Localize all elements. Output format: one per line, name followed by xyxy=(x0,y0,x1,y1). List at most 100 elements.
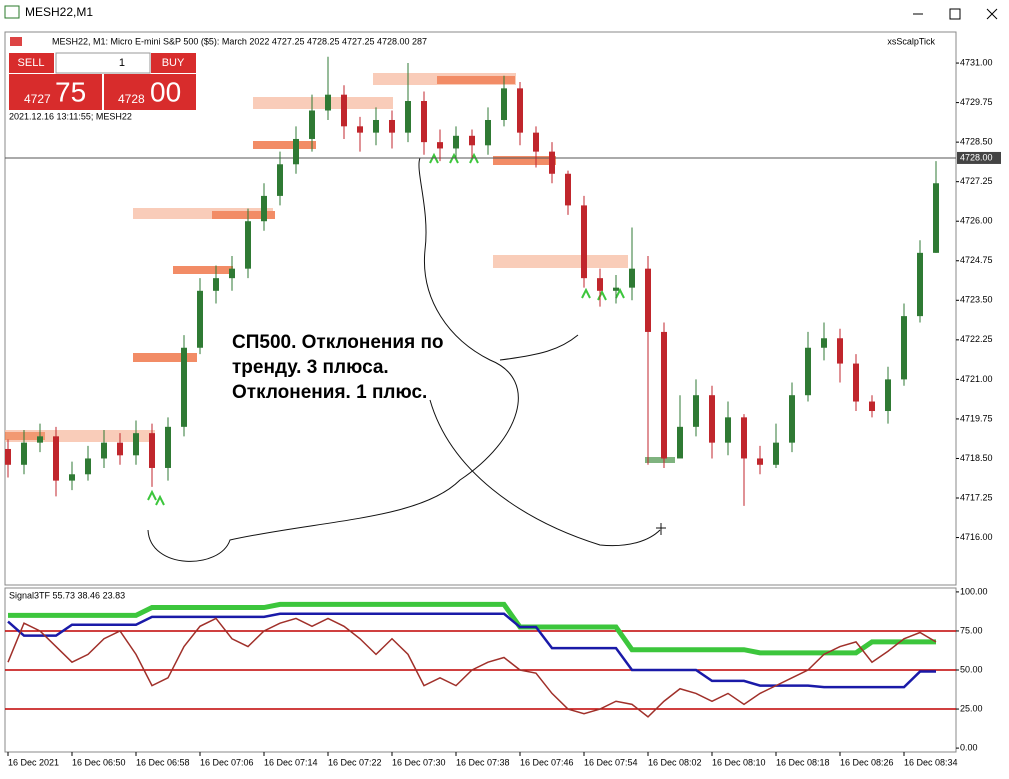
sell-label: SELL xyxy=(18,57,45,69)
x-tick-label: 16 Dec 07:38 xyxy=(456,757,510,767)
candle-body xyxy=(805,347,811,396)
indicator-chart: 100.00 75.00 50.00 25.00 0.00 16 Dec 2021 16 D… xyxy=(5,586,988,767)
candle-body xyxy=(117,442,123,456)
candle-body xyxy=(757,458,763,465)
x-tick-label: 16 Dec 08:34 xyxy=(904,757,958,767)
bid-main: 4727 xyxy=(24,92,51,106)
candle-body xyxy=(421,101,427,143)
candle-body xyxy=(165,426,171,468)
candle-body xyxy=(373,119,379,133)
y-tick-label: 4721.00 xyxy=(960,374,993,384)
x-tick-label: 16 Dec 07:06 xyxy=(200,757,254,767)
x-tick-label: 16 Dec 08:02 xyxy=(648,757,702,767)
annotation-line: тренду. 3 плюса. xyxy=(232,357,389,378)
x-tick-label: 16 Dec 2021 xyxy=(8,757,59,767)
y-tick-label: 75.00 xyxy=(960,625,983,635)
candle-body xyxy=(533,132,539,152)
candle-body xyxy=(53,436,59,481)
candle-body xyxy=(581,205,587,279)
candle-body xyxy=(613,287,619,291)
candle-body xyxy=(213,278,219,291)
y-tick-label: 4729.75 xyxy=(960,97,993,107)
y-tick-label: 4727.25 xyxy=(960,176,993,186)
x-tick-label: 16 Dec 08:10 xyxy=(712,757,766,767)
candle-body xyxy=(901,316,907,380)
candle-body xyxy=(485,119,491,146)
candle-body xyxy=(501,88,507,120)
volume-input[interactable] xyxy=(55,52,151,74)
x-tick-label: 16 Dec 07:46 xyxy=(520,757,574,767)
indicator-name: xsScalpTick xyxy=(887,36,935,46)
bid-box[interactable] xyxy=(9,74,102,110)
candle-body xyxy=(789,395,795,443)
window-title: MESH22,M1 xyxy=(25,5,93,19)
x-tick-label: 16 Dec 07:54 xyxy=(584,757,638,767)
candle-body xyxy=(869,401,875,412)
indicator-title: Signal3TF 55.73 38.46 23.83 xyxy=(9,590,125,600)
candle-body xyxy=(565,173,571,206)
x-tick-label: 16 Dec 08:26 xyxy=(840,757,894,767)
y-tick-label: 4716.00 xyxy=(960,532,993,542)
price-chart: 4731.00 4729.75 4728.50 4727.25 4726.00 4724.… xyxy=(5,56,1001,542)
current-price-box xyxy=(957,151,1001,164)
candle-body xyxy=(661,331,667,459)
ask-box[interactable] xyxy=(104,74,196,110)
ask-main: 4728 xyxy=(118,92,145,106)
candle-body xyxy=(69,474,75,481)
candle-body xyxy=(837,338,843,364)
candle-body xyxy=(229,268,235,279)
candle-body xyxy=(853,363,859,402)
header-icon xyxy=(10,37,22,46)
annotation-line: Отклонения. 1 плюс. xyxy=(232,382,427,403)
candle-body xyxy=(469,135,475,146)
close-button[interactable] xyxy=(986,8,998,20)
candle-body xyxy=(21,442,27,465)
price-panel xyxy=(4,31,957,586)
candle-body xyxy=(453,135,459,149)
candle-body xyxy=(885,379,891,412)
indicator-line xyxy=(7,617,937,718)
candle-body xyxy=(437,142,443,149)
y-tick-label: 100.00 xyxy=(960,586,988,596)
candle-body xyxy=(725,417,731,443)
y-tick-label: 4724.75 xyxy=(960,255,993,265)
current-price-label: 4728.00 xyxy=(960,152,993,162)
signal-arrows xyxy=(147,152,625,506)
candle-body xyxy=(773,442,779,465)
candle-body xyxy=(677,426,683,459)
candle-body xyxy=(645,268,651,332)
y-tick-label: 25.00 xyxy=(960,703,983,713)
candle-body xyxy=(293,138,299,165)
x-tick-label: 16 Dec 06:58 xyxy=(136,757,190,767)
candle-body xyxy=(181,347,187,427)
candle-body xyxy=(277,164,283,196)
candle-body xyxy=(309,110,315,139)
app-icon xyxy=(4,5,20,19)
chart-header: MESH22, M1: Micro E-mini S&P 500 ($5): M… xyxy=(52,36,427,46)
bid-big: 75 xyxy=(55,76,86,107)
y-tick-label: 4718.50 xyxy=(960,453,993,463)
candle-body xyxy=(917,252,923,317)
candle-body xyxy=(261,195,267,222)
candle-body xyxy=(549,151,555,174)
maximize-button[interactable] xyxy=(949,8,961,20)
candle-body xyxy=(693,395,699,427)
x-tick-label: 16 Dec 07:22 xyxy=(328,757,382,767)
candle-body xyxy=(85,458,91,475)
candle-body xyxy=(821,338,827,348)
candle-body xyxy=(101,442,107,459)
sell-button[interactable] xyxy=(9,53,54,73)
candle-body xyxy=(709,395,715,443)
y-tick-label: 4717.25 xyxy=(960,492,993,502)
y-tick-label: 4723.50 xyxy=(960,295,993,305)
y-tick-label: 4719.75 xyxy=(960,413,993,423)
candle-body xyxy=(149,433,155,468)
candle-body xyxy=(357,126,363,133)
x-tick-label: 16 Dec 07:14 xyxy=(264,757,318,767)
y-tick-label: 4722.25 xyxy=(960,334,993,344)
x-tick-label: 16 Dec 07:30 xyxy=(392,757,446,767)
buy-button[interactable] xyxy=(151,53,196,73)
candle-body xyxy=(197,290,203,348)
